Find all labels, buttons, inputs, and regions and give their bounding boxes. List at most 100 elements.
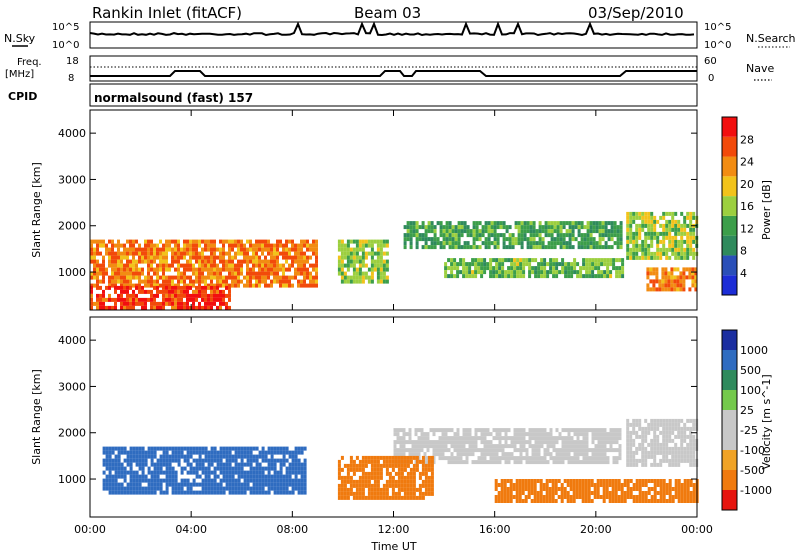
heatmap-cell [671, 422, 675, 427]
heatmap-cell [222, 263, 225, 268]
heatmap-cell [102, 486, 106, 491]
heatmap-cell [153, 462, 157, 467]
heatmap-cell [632, 418, 636, 423]
heatmap-cell [517, 221, 521, 226]
heatmap-cell [689, 243, 693, 248]
heatmap-cell [108, 458, 112, 463]
heatmap-cell [207, 470, 211, 475]
heatmap-cell [195, 462, 199, 467]
heatmap-cell [165, 285, 168, 290]
heatmap-cell [685, 275, 689, 280]
heatmap-cell [549, 270, 553, 275]
heatmap-cell [593, 483, 597, 487]
heatmap-cell [494, 483, 498, 487]
heatmap-cell [123, 305, 126, 310]
heatmap-cell [606, 270, 610, 275]
heatmap-cell [584, 483, 588, 487]
heatmap-cell [598, 229, 602, 234]
heatmap-cell [153, 490, 157, 495]
heatmap-cell [674, 434, 678, 439]
heatmap-cell [456, 436, 460, 441]
heatmap-cell [183, 251, 186, 256]
heatmap-cell [364, 459, 368, 464]
heatmap-cell [613, 229, 617, 234]
heatmap-cell [120, 243, 123, 248]
nave-tick-bottom: 0 [708, 73, 714, 84]
heatmap-cell [210, 251, 213, 256]
heatmap-cell [492, 274, 496, 279]
heatmap-cell [677, 231, 681, 236]
heatmap-cell [543, 460, 547, 465]
heatmap-cell [661, 283, 665, 288]
heatmap-cell [621, 258, 625, 263]
heatmap-cell [249, 478, 253, 483]
heatmap-cell [614, 487, 618, 491]
heatmap-cell [213, 283, 216, 288]
heatmap-cell [189, 446, 193, 451]
heatmap-cell [340, 267, 344, 272]
heatmap-cell [141, 251, 144, 256]
heatmap-cell [397, 463, 401, 468]
heatmap-cell [171, 474, 175, 479]
heatmap-cell [680, 454, 684, 459]
heatmap-cell [495, 456, 499, 461]
heatmap-cell [195, 259, 198, 264]
heatmap-cell [619, 237, 623, 242]
heatmap-cell [388, 463, 392, 468]
heatmap-cell [477, 258, 481, 263]
heatmap-cell [397, 475, 401, 480]
heatmap-cell [126, 285, 129, 290]
heatmap-cell [207, 247, 210, 252]
heatmap-cell [291, 263, 294, 268]
heatmap-cell [403, 495, 407, 500]
heatmap-cell [595, 245, 599, 250]
heatmap-cell [99, 251, 102, 256]
heatmap-cell [412, 471, 416, 476]
heatmap-cell [465, 266, 469, 271]
heatmap-cell [99, 279, 102, 284]
heatmap-cell [153, 283, 156, 288]
heatmap-cell [402, 452, 406, 457]
heatmap-cell [520, 225, 524, 230]
heatmap-cell [352, 479, 356, 484]
heatmap-cell [240, 259, 243, 264]
heatmap-cell [424, 245, 428, 250]
heatmap-cell [93, 301, 96, 306]
heatmap-cell [376, 251, 380, 256]
heatmap-cell [656, 426, 660, 431]
heatmap-cell [246, 255, 249, 260]
heatmap-cell [189, 267, 192, 272]
heatmap-cell [192, 301, 195, 306]
heatmap-cell [674, 446, 678, 451]
heatmap-cell [168, 474, 172, 479]
heatmap-cell [207, 239, 210, 244]
heatmap-cell [420, 448, 424, 453]
heatmap-cell [105, 478, 109, 483]
colorbar-tick-label: 500 [740, 364, 761, 377]
heatmap-cell [231, 466, 235, 471]
heatmap-cell [540, 258, 544, 263]
heatmap-cell [162, 259, 165, 264]
heatmap-cell [213, 474, 217, 479]
heatmap-cell [147, 243, 150, 248]
heatmap-cell [285, 283, 288, 288]
heatmap-cell [135, 293, 138, 298]
heatmap-cell [505, 229, 509, 234]
heatmap-cell [129, 466, 133, 471]
heatmap-cell [240, 458, 244, 463]
heatmap-cell [288, 255, 291, 260]
heatmap-cell [234, 263, 237, 268]
heatmap-cell [555, 274, 559, 279]
heatmap-cell [117, 275, 120, 280]
heatmap-cell [682, 283, 686, 288]
heatmap-cell [90, 301, 93, 306]
heatmap-cell [234, 275, 237, 280]
heatmap-cell [108, 490, 112, 495]
heatmap-cell [300, 239, 303, 244]
heatmap-cell [680, 499, 684, 503]
heatmap-cell [605, 491, 609, 495]
heatmap-cell [483, 444, 487, 449]
heatmap-cell [312, 243, 315, 248]
heatmap-cell [114, 255, 117, 260]
heatmap-cell [141, 478, 145, 483]
